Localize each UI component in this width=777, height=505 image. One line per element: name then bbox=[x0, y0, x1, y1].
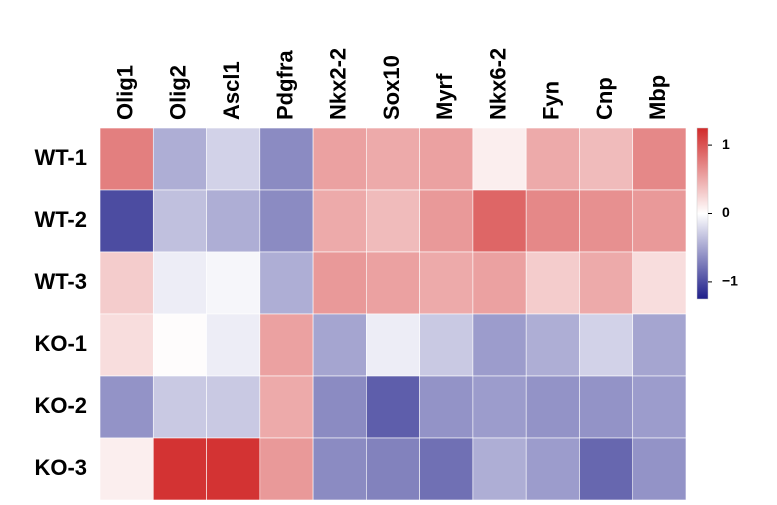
heatmap-cell-ko-3-fyn bbox=[525, 437, 580, 501]
heatmap-cell-wt-3-olig1 bbox=[99, 251, 154, 315]
heatmap-cell-wt-3-cnp bbox=[579, 251, 634, 315]
heatmap-cell-ko-2-nkx6-2 bbox=[472, 375, 527, 439]
heatmap-cell-ko-3-pdgfra bbox=[259, 437, 314, 501]
column-label-fyn: Fyn bbox=[539, 81, 564, 120]
heatmap-cell-ko-1-nkx2-2 bbox=[312, 313, 367, 377]
heatmap-cells bbox=[99, 127, 687, 501]
heatmap-cell-ko-3-ascl1 bbox=[206, 437, 261, 501]
row-label-ko-2: KO-2 bbox=[34, 393, 87, 418]
column-label-myrf: Myrf bbox=[432, 73, 457, 120]
heatmap-cell-wt-1-olig2 bbox=[152, 127, 207, 191]
heatmap-cell-wt-3-mbp bbox=[632, 251, 687, 315]
heatmap-cell-ko-2-olig1 bbox=[99, 375, 154, 439]
heatmap-cell-wt-3-myrf bbox=[419, 251, 474, 315]
heatmap-cell-ko-1-pdgfra bbox=[259, 313, 314, 377]
heatmap-cell-ko-1-nkx6-2 bbox=[472, 313, 527, 377]
heatmap-cell-ko-1-sox10 bbox=[366, 313, 420, 377]
heatmap-cell-ko-1-myrf bbox=[419, 313, 474, 377]
heatmap-cell-wt-1-myrf bbox=[419, 127, 474, 191]
heatmap-cell-ko-2-mbp bbox=[632, 375, 687, 439]
heatmap-cell-wt-2-nkx2-2 bbox=[312, 189, 367, 253]
heatmap-cell-wt-2-cnp bbox=[579, 189, 634, 253]
heatmap-cell-ko-1-mbp bbox=[632, 313, 687, 377]
heatmap-cell-wt-2-pdgfra bbox=[259, 189, 314, 253]
heatmap-cell-wt-3-nkx6-2 bbox=[472, 251, 527, 315]
heatmap-cell-wt-1-fyn bbox=[525, 127, 580, 191]
heatmap-cell-wt-3-ascl1 bbox=[206, 251, 261, 315]
heatmap-cell-wt-1-sox10 bbox=[366, 127, 420, 191]
heatmap-cell-ko-2-nkx2-2 bbox=[312, 375, 367, 439]
colorbar-tick-label: 0 bbox=[722, 204, 730, 220]
heatmap-cell-wt-2-ascl1 bbox=[206, 189, 261, 253]
heatmap-cell-ko-3-sox10 bbox=[366, 437, 420, 501]
column-label-ascl1: Ascl1 bbox=[219, 61, 244, 120]
heatmap-cell-wt-1-ascl1 bbox=[206, 127, 261, 191]
heatmap-cell-wt-2-myrf bbox=[419, 189, 474, 253]
heatmap-cell-ko-2-myrf bbox=[419, 375, 474, 439]
heatmap-cell-ko-2-ascl1 bbox=[206, 375, 261, 439]
column-label-pdgfra: Pdgfra bbox=[272, 50, 297, 120]
heatmap-cell-ko-3-olig1 bbox=[99, 437, 154, 501]
heatmap-cell-wt-1-pdgfra bbox=[259, 127, 314, 191]
heatmap-cell-wt-1-nkx6-2 bbox=[472, 127, 527, 191]
heatmap-cell-wt-3-pdgfra bbox=[259, 251, 314, 315]
row-labels: WT-1 WT-2 WT-3 KO-1 KO-2 KO-3 bbox=[34, 145, 87, 480]
heatmap-cell-wt-3-nkx2-2 bbox=[312, 251, 367, 315]
heatmap-cell-wt-1-cnp bbox=[579, 127, 634, 191]
row-label-wt-1: WT-1 bbox=[34, 145, 87, 170]
heatmap-cell-ko-1-olig2 bbox=[152, 313, 207, 377]
heatmap-cell-wt-3-fyn bbox=[525, 251, 580, 315]
row-label-wt-2: WT-2 bbox=[34, 207, 87, 232]
colorbar-ticks: 1 0 −1 bbox=[708, 136, 738, 289]
heatmap-cell-ko-2-pdgfra bbox=[259, 375, 314, 439]
heatmap-cell-wt-2-fyn bbox=[525, 189, 580, 253]
heatmap-cell-wt-1-olig1 bbox=[99, 127, 154, 191]
heatmap-cell-ko-2-olig2 bbox=[152, 375, 207, 439]
heatmap-cell-ko-2-cnp bbox=[579, 375, 634, 439]
colorbar-tick-label: 1 bbox=[722, 136, 730, 152]
column-label-olig2: Olig2 bbox=[166, 65, 191, 120]
column-label-olig1: Olig1 bbox=[112, 65, 137, 120]
heatmap-cell-ko-1-ascl1 bbox=[206, 313, 261, 377]
colorbar-gradient bbox=[696, 127, 709, 300]
column-label-cnp: Cnp bbox=[592, 77, 617, 120]
heatmap-cell-wt-3-olig2 bbox=[152, 251, 207, 315]
heatmap-cell-ko-3-myrf bbox=[419, 437, 474, 501]
heatmap-cell-wt-2-sox10 bbox=[366, 189, 420, 253]
heatmap-cell-ko-3-nkx6-2 bbox=[472, 437, 527, 501]
heatmap-cell-ko-3-nkx2-2 bbox=[312, 437, 367, 501]
heatmap-cell-ko-2-fyn bbox=[525, 375, 580, 439]
heatmap-cell-ko-1-fyn bbox=[525, 313, 580, 377]
heatmap-cell-ko-3-cnp bbox=[579, 437, 634, 501]
heatmap-cell-wt-2-mbp bbox=[632, 189, 687, 253]
row-label-ko-1: KO-1 bbox=[34, 331, 87, 356]
heatmap-cell-wt-1-nkx2-2 bbox=[312, 127, 367, 191]
column-label-mbp: Mbp bbox=[645, 75, 670, 120]
row-label-wt-3: WT-3 bbox=[34, 269, 87, 294]
column-labels: Olig1 Olig2 Ascl1 Pdgfra Nkx2-2 Sox10 Myrf Nkx6… bbox=[112, 48, 670, 120]
row-label-ko-3: KO-3 bbox=[34, 455, 87, 480]
heatmap-cell-wt-3-sox10 bbox=[366, 251, 420, 315]
column-label-nkx6-2: Nkx6-2 bbox=[485, 48, 510, 120]
heatmap-cell-wt-1-mbp bbox=[632, 127, 687, 191]
heatmap-cell-ko-1-cnp bbox=[579, 313, 634, 377]
heatmap-cell-ko-3-olig2 bbox=[152, 437, 207, 501]
heatmap-cell-wt-2-olig1 bbox=[99, 189, 154, 253]
column-label-sox10: Sox10 bbox=[379, 55, 404, 120]
column-label-nkx2-2: Nkx2-2 bbox=[326, 48, 351, 120]
colorbar: 1 0 −1 bbox=[696, 127, 738, 300]
heatmap-cell-ko-2-sox10 bbox=[366, 375, 420, 439]
heatmap-cell-wt-2-nkx6-2 bbox=[472, 189, 527, 253]
colorbar-tick-label: −1 bbox=[722, 273, 738, 289]
heatmap-cell-wt-2-olig2 bbox=[152, 189, 207, 253]
heatmap-cell-ko-1-olig1 bbox=[99, 313, 154, 377]
heatmap-cell-ko-3-mbp bbox=[632, 437, 687, 501]
